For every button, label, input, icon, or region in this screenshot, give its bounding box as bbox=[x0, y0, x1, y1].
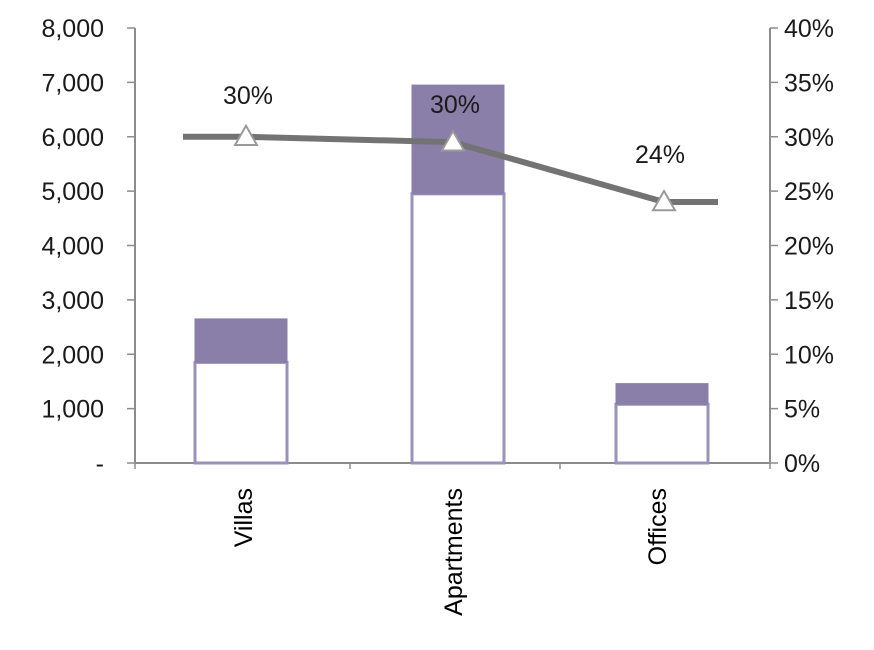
right-axis-tick-label: 35% bbox=[784, 69, 834, 97]
line-series-group bbox=[183, 123, 718, 212]
right-axis-tick-label: 0% bbox=[784, 450, 820, 478]
bars-group bbox=[193, 84, 710, 465]
left-axis-tick-label: 8,000 bbox=[41, 15, 104, 43]
data-label: 30% bbox=[430, 91, 480, 119]
category-label: Offices bbox=[644, 488, 672, 565]
bar-base-segment bbox=[614, 402, 710, 465]
right-axis-tick-label: 30% bbox=[784, 124, 834, 152]
bar-base-segment bbox=[410, 192, 506, 465]
right-axis-tick-label: 15% bbox=[784, 287, 834, 315]
left-axis-tick-label: 1,000 bbox=[41, 396, 104, 424]
right-axis-tick-label: 5% bbox=[784, 396, 820, 424]
category-label: Apartments bbox=[440, 488, 468, 616]
right-axis-tick-label: 40% bbox=[784, 15, 834, 43]
bar-top-segment bbox=[615, 383, 709, 405]
bar-top-segment bbox=[194, 318, 288, 363]
left-axis-tick-label: 2,000 bbox=[41, 341, 104, 369]
left-axis-tick-label: 4,000 bbox=[41, 233, 104, 261]
left-axis-tick-label: 6,000 bbox=[41, 124, 104, 152]
bar-base-segment bbox=[193, 360, 289, 465]
category-label: Villas bbox=[230, 488, 258, 547]
left-axis-tick-label: 7,000 bbox=[41, 69, 104, 97]
left-axis-tick-label: - bbox=[96, 450, 104, 478]
right-axis-tick-label: 10% bbox=[784, 341, 834, 369]
left-axis-tick-label: 3,000 bbox=[41, 287, 104, 315]
left-axis-tick-label: 5,000 bbox=[41, 178, 104, 206]
axes-group: - 1,000 2,000 3,000 4,000 5,000 6,000 7,000 8,00… bbox=[41, 15, 834, 478]
right-axis-tick-label: 20% bbox=[784, 233, 834, 261]
line-point-marker bbox=[651, 188, 677, 212]
line-point-marker bbox=[233, 123, 259, 146]
labels-group: 30% 30% 24% Villas Apartments Offices bbox=[223, 82, 685, 616]
right-axis-tick-label: 25% bbox=[784, 178, 834, 206]
data-label: 24% bbox=[635, 141, 685, 169]
data-label: 30% bbox=[223, 82, 273, 110]
line-point-marker bbox=[440, 129, 466, 152]
